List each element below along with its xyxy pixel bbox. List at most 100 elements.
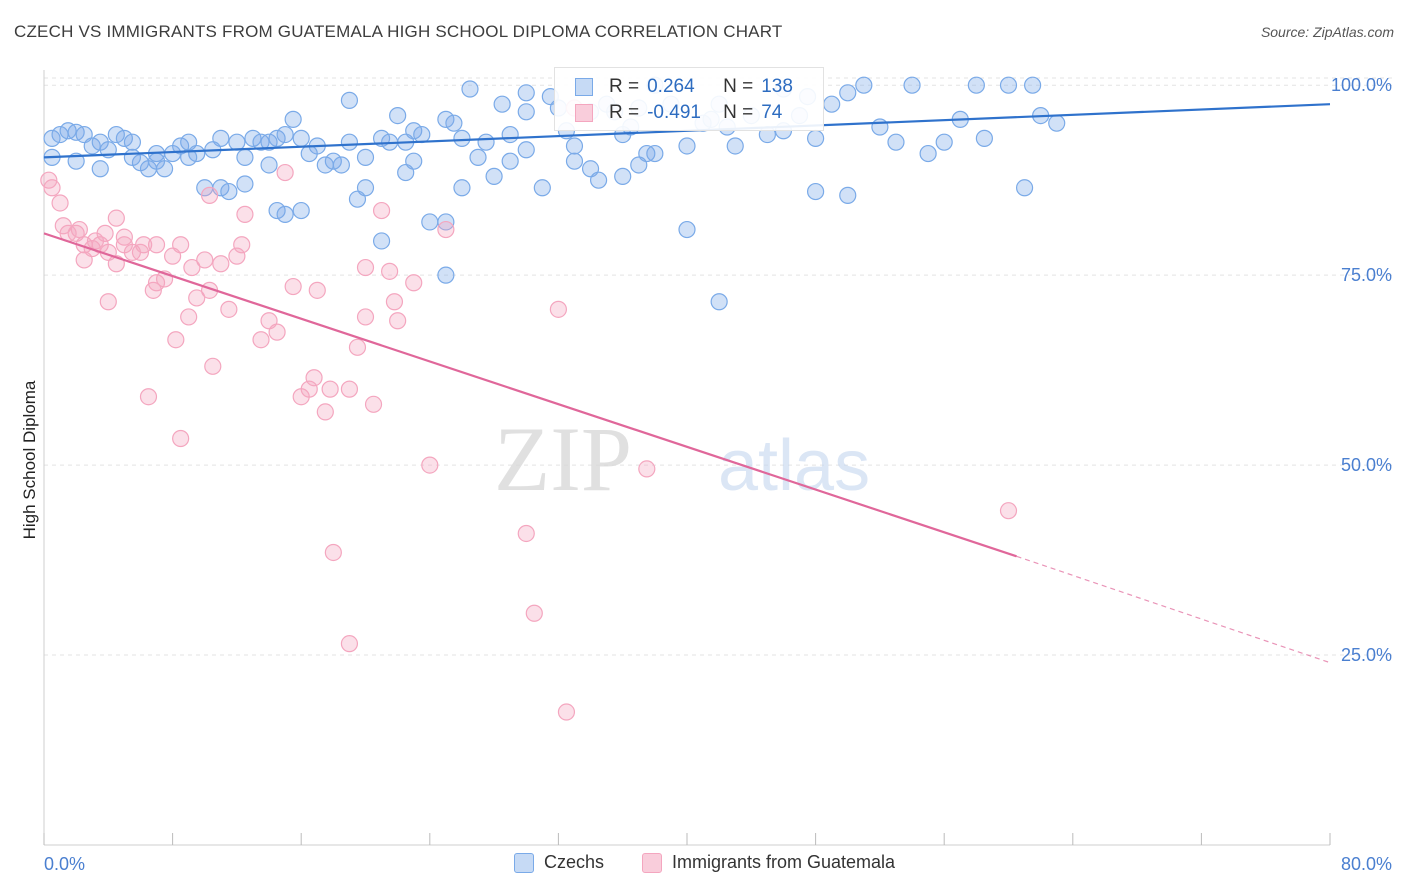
data-point-guatemala [321,380,339,398]
chart-title: CZECH VS IMMIGRANTS FROM GUATEMALA HIGH … [14,22,783,41]
data-point-guatemala [276,163,294,182]
data-point-guatemala [324,543,342,562]
data-point-guatemala [638,460,656,478]
data-point-czechs [405,122,423,140]
data-point-czechs [115,129,133,147]
data-point-guatemala [99,293,117,311]
legend-item-czechs: Czechs [514,852,604,873]
data-point-guatemala [188,289,206,307]
data-point-guatemala [421,456,439,474]
data-point-czechs [276,205,294,223]
data-point-czechs [123,133,142,151]
bottom-legend: Czechs Immigrants from Guatemala [0,852,1406,876]
data-point-guatemala [139,388,158,406]
data-point-czechs [839,186,857,204]
data-point-guatemala [233,236,251,254]
data-point-guatemala [557,703,576,721]
data-point-czechs [236,175,254,193]
data-point-guatemala [356,308,375,326]
stats-legend: R = 0.264 N = 138 R = -0.491 N = 74 [554,67,824,131]
data-point-czechs [533,179,551,197]
data-point-czechs [1015,179,1034,197]
data-point-guatemala [340,380,359,398]
data-point-guatemala [75,251,93,269]
data-point-czechs [268,129,286,147]
data-point-czechs [678,220,696,239]
data-point-czechs [806,182,825,201]
data-point-czechs [356,148,375,166]
data-point-czechs [565,152,584,170]
data-point-guatemala [549,300,568,318]
legend-swatch-guatemala [575,104,593,122]
data-point-czechs [260,133,278,151]
data-point-czechs [485,167,503,185]
data-point-czechs [324,152,342,170]
data-point-czechs [276,125,294,144]
legend-row-czechs: R = 0.264 N = 138 [575,76,793,98]
data-point-czechs [967,76,985,94]
data-point-czechs [501,125,519,144]
data-point-czechs [517,141,535,159]
data-point-czechs [180,148,198,166]
data-point-guatemala [305,369,323,387]
legend-swatch-czechs [514,852,534,873]
data-point-czechs [340,133,359,151]
data-point-czechs [123,148,142,166]
data-point-guatemala [147,274,166,292]
data-point-guatemala [999,502,1018,520]
watermark: ZIP atlas [494,408,870,510]
data-point-guatemala [348,338,367,356]
data-point-czechs [517,84,535,102]
trend-lines [43,103,1331,664]
data-point-guatemala [135,236,153,254]
data-point-czechs [188,144,206,163]
data-point-czechs [517,103,535,121]
data-point-guatemala [212,255,230,273]
data-point-czechs [919,144,937,163]
data-point-czechs [348,190,367,208]
data-point-guatemala [167,331,185,349]
data-point-czechs [260,156,278,174]
data-point-guatemala [96,224,114,242]
tick-labels: 100.0% 75.0% 50.0% 25.0% 0.0% 80.0% [44,75,1392,874]
data-point-czechs [871,118,889,136]
data-point-czechs [614,167,632,185]
data-point-guatemala [405,274,423,292]
data-point-guatemala [147,236,166,254]
watermark-zip: ZIP [494,408,632,510]
data-point-czechs [726,137,744,155]
trend-line-guatemala-extension [1016,555,1331,664]
legend-swatch-guatemala [642,852,662,873]
data-point-czechs [292,201,310,220]
y-tick-label: 50.0% [1341,455,1392,475]
data-point-czechs [710,293,728,311]
data-point-czechs [839,84,857,102]
data-point-guatemala [389,312,407,330]
data-point-czechs [284,110,302,128]
x-tick-label: 80.0% [1341,854,1392,874]
data-point-guatemala [381,262,399,280]
legend-r-value: -0.491 [647,102,701,123]
data-point-guatemala [340,635,359,653]
data-point-guatemala [525,604,543,622]
y-tick-label: 75.0% [1341,265,1392,285]
data-point-czechs [389,106,407,125]
data-point-czechs [91,160,109,178]
data-point-czechs [903,76,921,94]
data-point-czechs [565,137,584,155]
data-point-guatemala [252,331,270,349]
data-point-guatemala [220,300,238,318]
data-point-czechs [147,152,166,170]
data-point-czechs [107,125,125,144]
data-point-guatemala [236,205,254,223]
legend-swatch-czechs [575,78,593,96]
watermark-atlas: atlas [718,426,870,506]
data-point-guatemala [385,293,404,311]
data-point-guatemala [517,524,535,543]
data-point-guatemala [51,194,69,212]
y-tick-label: 100.0% [1331,75,1392,95]
data-point-guatemala [364,395,383,413]
data-point-czechs [461,80,479,98]
data-point-czechs [437,266,455,284]
